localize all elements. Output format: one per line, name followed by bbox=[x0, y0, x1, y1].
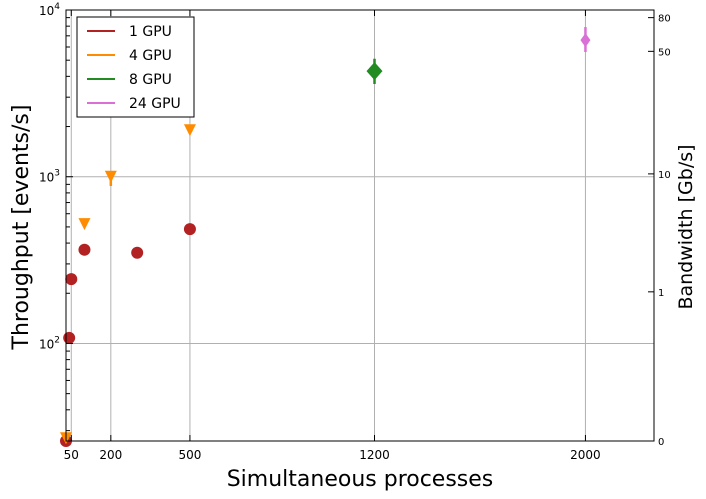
y2-tick-label: 80 bbox=[658, 14, 671, 25]
legend-label: 24 GPU bbox=[129, 96, 181, 112]
data-point bbox=[131, 246, 144, 259]
y2-tick-label: 10 bbox=[658, 170, 671, 181]
data-point bbox=[104, 170, 117, 183]
y2-ticks: 0 1 10 50 80 bbox=[648, 14, 671, 448]
x-tick-label: 1200 bbox=[359, 448, 390, 462]
y-ticks: 102 103 104 bbox=[39, 2, 73, 432]
data-point bbox=[183, 223, 196, 236]
data-point bbox=[78, 218, 91, 231]
legend: 1 GPU 4 GPU 8 GPU 24 GPU bbox=[76, 16, 195, 118]
x-tick-label: 200 bbox=[99, 448, 122, 462]
data-point bbox=[65, 273, 78, 286]
x-tick-label: 2000 bbox=[570, 448, 601, 462]
legend-box bbox=[76, 16, 195, 118]
plot-frame bbox=[65, 9, 655, 442]
x-axis-title: Simultaneous processes bbox=[227, 467, 494, 492]
y-tick-label: 102 bbox=[39, 335, 60, 351]
x-tick-label: 50 bbox=[64, 448, 79, 462]
data-point bbox=[183, 124, 196, 137]
x-tick-label: 500 bbox=[178, 448, 201, 462]
data-point bbox=[366, 62, 383, 81]
y2-axis-title: Bandwidth [Gb/s] bbox=[675, 144, 697, 309]
legend-label: 1 GPU bbox=[129, 24, 172, 40]
data-point bbox=[78, 243, 91, 256]
data-point bbox=[63, 331, 76, 344]
y2-tick-label: 0 bbox=[658, 437, 664, 448]
y-tick-label: 103 bbox=[39, 169, 60, 185]
y2-tick-label: 1 bbox=[658, 288, 664, 299]
legend-label: 4 GPU bbox=[129, 48, 172, 64]
legend-label: 8 GPU bbox=[129, 72, 172, 88]
y-tick-label: 104 bbox=[39, 2, 60, 18]
data-point bbox=[580, 33, 591, 48]
y2-tick-label: 50 bbox=[658, 47, 671, 58]
y-axis-title: Throughput [events/s] bbox=[9, 105, 34, 351]
x-ticks: 50 200 500 1200 2000 bbox=[64, 10, 601, 462]
